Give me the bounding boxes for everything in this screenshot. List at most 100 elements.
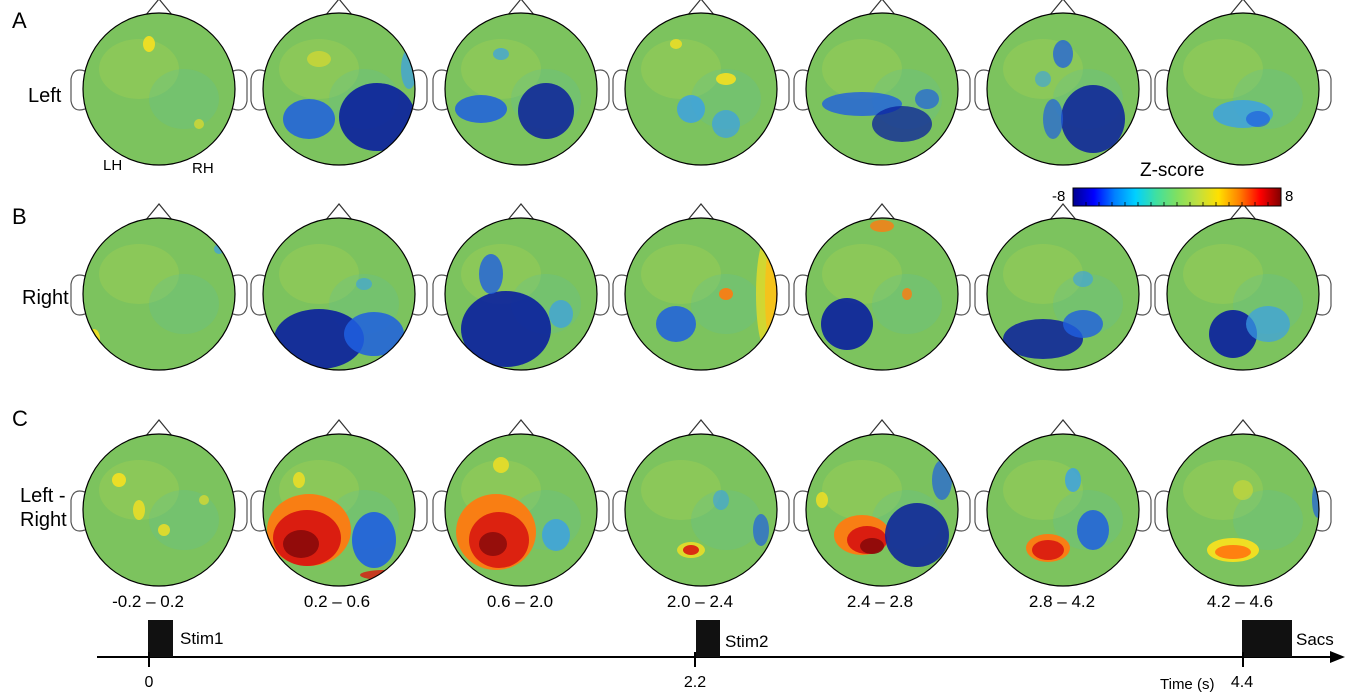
nose-outline — [867, 0, 897, 17]
ear-outline — [1316, 69, 1332, 111]
activation-blob — [719, 288, 733, 300]
activation-blob — [133, 500, 145, 520]
scalp-map — [432, 0, 610, 166]
time-axis-arrow — [1330, 651, 1345, 663]
ear-outline — [774, 274, 790, 316]
activation-blob — [339, 83, 415, 151]
head-outline — [262, 217, 416, 371]
ear-outline — [70, 490, 86, 532]
event-label-stim2: Stim2 — [725, 632, 769, 651]
time-window-label: 0.6 – 2.0 — [486, 592, 554, 611]
scalp-map — [612, 0, 790, 166]
head-outline — [82, 12, 236, 166]
colorbar-max-label: 8 — [1285, 188, 1294, 205]
nose-outline — [506, 419, 536, 438]
event-bar-stim2 — [696, 620, 720, 657]
activation-blob — [932, 460, 952, 500]
ear-outline — [232, 490, 248, 532]
time-window-label: 4.2 – 4.6 — [1206, 592, 1274, 611]
head-outline — [1166, 217, 1320, 371]
head-outline — [1166, 12, 1320, 166]
scalp-map — [70, 203, 248, 371]
nose-outline — [324, 419, 354, 438]
head-outline — [805, 433, 959, 587]
ear-outline — [955, 69, 971, 111]
event-label-sacs: Sacs — [1296, 630, 1334, 649]
activation-blob — [1032, 540, 1064, 560]
scalp-map — [432, 203, 610, 371]
activation-blob — [683, 545, 699, 555]
event-bar-stim1 — [148, 620, 173, 657]
head-outline — [444, 12, 598, 166]
activation-blob — [493, 48, 509, 60]
time-tick-label: 4.4 — [1230, 674, 1254, 691]
activation-blob — [493, 457, 509, 473]
activation-blob — [194, 119, 204, 129]
event-label-stim1: Stim1 — [180, 629, 224, 648]
nose-outline — [686, 0, 716, 17]
ear-outline — [1316, 274, 1332, 316]
activation-blob — [1246, 111, 1270, 127]
activation-blob — [283, 99, 335, 139]
ear-outline — [432, 69, 448, 111]
nose-outline — [144, 0, 174, 17]
activation-blob — [885, 503, 949, 567]
ear-outline — [1154, 274, 1170, 316]
nose-outline — [324, 203, 354, 222]
activation-blob — [283, 530, 319, 558]
time-tick-label: 2.2 — [683, 674, 707, 691]
activation-blob — [670, 39, 682, 49]
head-outline — [986, 12, 1140, 166]
head-outline — [82, 217, 236, 371]
head-outline — [82, 433, 236, 587]
scalp-map — [1154, 0, 1332, 166]
head-outline — [262, 433, 416, 587]
activation-blob — [542, 519, 570, 551]
head-outline — [262, 12, 416, 166]
scalp-map — [612, 203, 790, 371]
activation-blob — [112, 473, 126, 487]
activation-blob — [158, 524, 170, 536]
activation-blob — [461, 291, 551, 367]
ear-outline — [70, 69, 86, 111]
nose-outline — [324, 0, 354, 17]
activation-blob — [656, 306, 696, 342]
nose-outline — [1048, 419, 1078, 438]
activation-blob — [1073, 271, 1093, 287]
nose-outline — [506, 203, 536, 222]
head-outline — [1166, 433, 1320, 587]
time-axis-label: Time (s) — [1160, 676, 1215, 693]
panel-letter-a: A — [12, 8, 27, 33]
activation-blob — [1077, 510, 1109, 550]
scalp-map — [1154, 203, 1332, 371]
activation-blob — [872, 106, 932, 142]
scalp-map — [793, 0, 971, 166]
nose-outline — [1228, 419, 1258, 438]
activation-blob — [1063, 310, 1103, 338]
scalp-background — [625, 434, 777, 586]
scalp-background — [987, 434, 1139, 586]
activation-blob — [821, 298, 873, 350]
ear-outline — [1316, 490, 1332, 532]
activation-blob — [344, 312, 404, 356]
scalp-map — [612, 419, 790, 587]
head-outline — [986, 217, 1140, 371]
ear-outline — [232, 69, 248, 111]
ear-outline — [412, 274, 428, 316]
activation-blob — [1065, 468, 1081, 492]
activation-blob — [816, 492, 828, 508]
timeline — [97, 620, 1345, 667]
nose-outline — [867, 203, 897, 222]
head-outline — [805, 12, 959, 166]
nose-outline — [686, 419, 716, 438]
scalp-map — [70, 419, 248, 587]
panel-letter-b: B — [12, 204, 27, 229]
activation-blob — [716, 73, 736, 85]
activation-blob — [455, 95, 507, 123]
time-window-label: 2.0 – 2.4 — [666, 592, 734, 611]
nose-outline — [144, 419, 174, 438]
ear-outline — [250, 490, 266, 532]
activation-blob — [1035, 71, 1051, 87]
ear-outline — [774, 69, 790, 111]
